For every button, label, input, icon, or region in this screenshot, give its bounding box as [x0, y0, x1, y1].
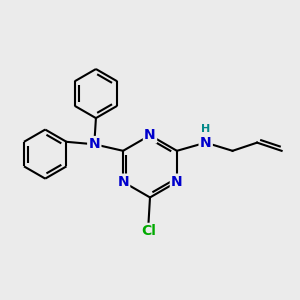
- Text: N: N: [200, 136, 212, 150]
- Text: H: H: [201, 124, 210, 134]
- Text: N: N: [88, 137, 100, 151]
- Text: Cl: Cl: [141, 224, 156, 238]
- Text: N: N: [117, 175, 129, 189]
- Text: N: N: [144, 128, 156, 142]
- Text: N: N: [171, 175, 183, 189]
